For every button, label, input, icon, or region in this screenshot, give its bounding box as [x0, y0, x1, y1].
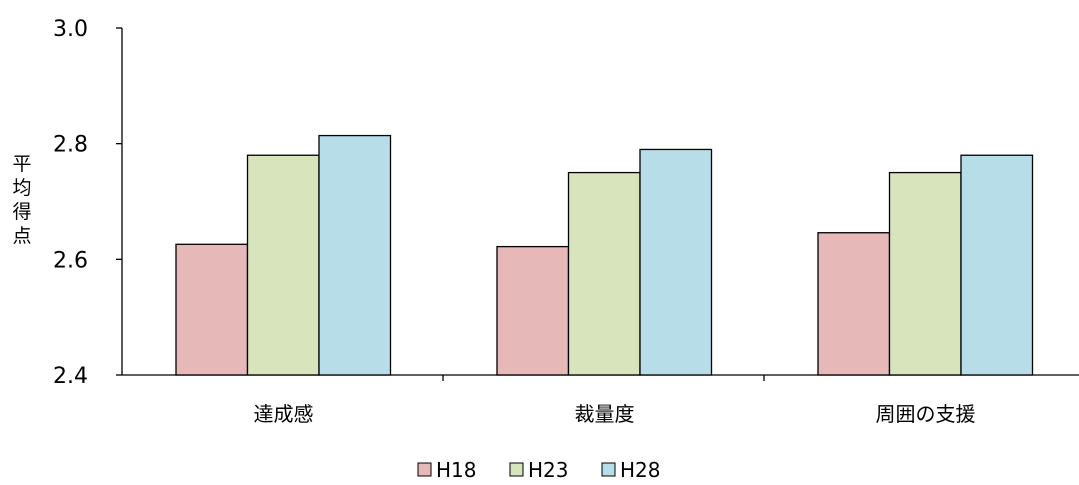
bar-h18-1 — [496, 245, 570, 376]
y-axis-label-char: 平 — [12, 153, 31, 175]
bar-h23-1 — [567, 171, 641, 376]
y-axis-label-char: 均 — [12, 177, 31, 199]
legend-swatch-h18 — [417, 462, 432, 477]
y-tick-label: 2.4 — [53, 364, 88, 389]
bar-h18-0 — [175, 243, 249, 376]
y-axis-label-char: 得 — [12, 201, 31, 223]
bars — [175, 134, 1034, 376]
x-category-label: 裁量度 — [575, 402, 635, 426]
bar-h28-1 — [639, 148, 713, 376]
y-axis: 2.4 2.6 2.8 3.0 — [53, 17, 123, 389]
legend-swatch-h28 — [601, 462, 616, 477]
x-axis: 達成感 裁量度 周囲の支援 — [122, 374, 1079, 426]
legend-label: H28 — [620, 458, 661, 482]
x-category-label: 周囲の支援 — [876, 402, 976, 426]
y-tick-label: 2.6 — [53, 248, 88, 273]
bar-h23-2 — [888, 171, 962, 376]
bar-h23-0 — [246, 154, 320, 376]
x-category-label: 達成感 — [254, 402, 314, 426]
bar-h18-2 — [817, 232, 891, 376]
y-tick-label: 2.8 — [53, 133, 88, 158]
legend-label: H18 — [436, 458, 477, 482]
bar-h28-0 — [318, 134, 392, 376]
legend-swatch-h23 — [509, 462, 524, 477]
y-tick-label: 3.0 — [53, 17, 88, 42]
legend-label: H23 — [528, 458, 569, 482]
bar-h28-2 — [960, 154, 1034, 376]
legend: H18 H23 H28 — [417, 458, 661, 482]
y-axis-label-char: 点 — [12, 225, 31, 247]
